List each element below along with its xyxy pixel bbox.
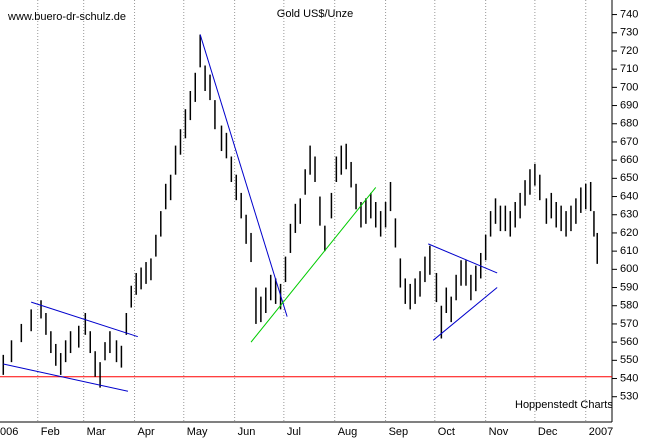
source: Hoppenstedt Charts: [515, 399, 613, 411]
y-tick-label: 540: [620, 372, 638, 384]
y-tick-label: 680: [620, 118, 638, 130]
y-tick-label: 580: [620, 300, 638, 312]
x-tick-label: Sep: [389, 426, 409, 438]
y-tick-label: 570: [620, 318, 638, 330]
y-tick-label: 620: [620, 227, 638, 239]
trend-line: [31, 301, 138, 338]
y-tick-label: 730: [620, 27, 638, 39]
x-tick-label: Apr: [138, 426, 155, 438]
x-tick-label: Mar: [87, 426, 106, 438]
trend-line: [250, 187, 377, 343]
y-tick-label: 560: [620, 336, 638, 348]
y-tick-label: 690: [620, 99, 638, 111]
x-tick-label: Jun: [238, 426, 256, 438]
y-tick-label: 670: [620, 136, 638, 148]
y-tick-label: 720: [620, 45, 638, 57]
x-tick-label: 2007: [589, 426, 613, 438]
x-tick-label: Feb: [41, 426, 60, 438]
y-tick-label: 590: [620, 281, 638, 293]
x-tick-label: May: [187, 426, 208, 438]
y-tick-label: 700: [620, 81, 638, 93]
x-tick-label: Aug: [338, 426, 358, 438]
y-tick-label: 530: [620, 391, 638, 403]
y-tick-label: 550: [620, 354, 638, 366]
y-tick-label: 630: [620, 209, 638, 221]
x-tick-label: Oct: [438, 426, 455, 438]
y-tick-label: 740: [620, 8, 638, 20]
y-tick-label: 660: [620, 154, 638, 166]
y-tick-label: 640: [620, 190, 638, 202]
y-tick-label: 610: [620, 245, 638, 257]
x-tick-label: Jul: [287, 426, 301, 438]
trend-line: [432, 287, 498, 341]
chart-title: Gold US$/Unze: [277, 8, 353, 20]
x-tick-label: Nov: [489, 426, 509, 438]
y-tick-label: 600: [620, 263, 638, 275]
x-tick-label: 006: [0, 426, 18, 438]
x-tick-label: Dec: [538, 426, 558, 438]
trend-line: [428, 243, 498, 274]
trend-line: [199, 34, 288, 317]
y-tick-label: 650: [620, 172, 638, 184]
trend-line: [3, 363, 129, 392]
watermark: www.buero-dr-schulz.de: [7, 11, 126, 23]
y-tick-label: 710: [620, 63, 638, 75]
